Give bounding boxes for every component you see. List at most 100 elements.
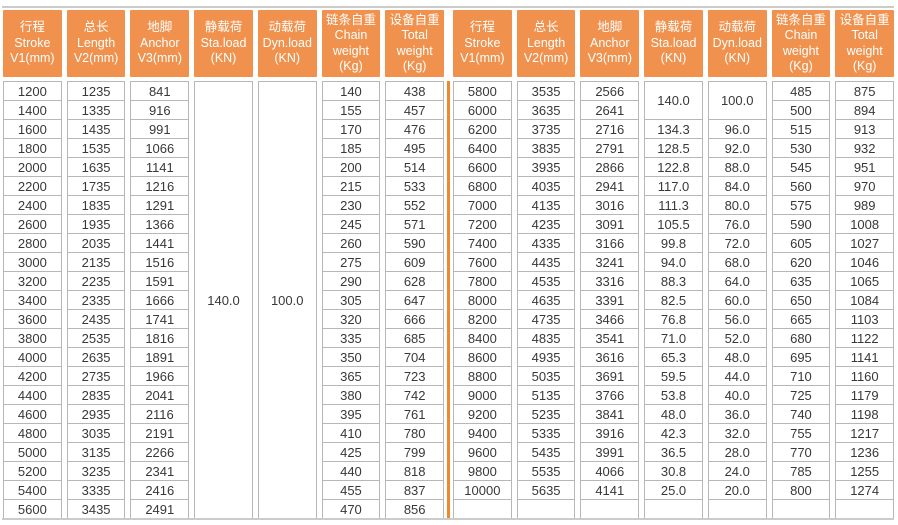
cell-length: 3935 bbox=[517, 157, 575, 176]
cell-chain_weight: 200 bbox=[322, 157, 380, 176]
cell-length: 2935 bbox=[67, 404, 125, 423]
cell-chain_weight: 350 bbox=[322, 347, 380, 366]
cell-total_weight: 1160 bbox=[836, 366, 894, 385]
header-label-line: Stroke bbox=[464, 35, 501, 50]
header-label-line: Total bbox=[851, 28, 878, 42]
cell-length: 2335 bbox=[67, 290, 125, 309]
cell-chain_weight: 290 bbox=[322, 271, 380, 290]
cell-chain_weight: 605 bbox=[772, 233, 830, 252]
cell-total_weight: 1008 bbox=[836, 214, 894, 233]
right-table: 行程 Stroke V1(mm) 总长 Length V2(mm) 地脚 Anchor V3(m… bbox=[453, 10, 895, 519]
cell-total_weight: 1065 bbox=[836, 271, 894, 290]
cell-chain_weight: 275 bbox=[322, 252, 380, 271]
header-label-line: 静载荷 bbox=[204, 20, 243, 35]
header-label-line: Length bbox=[76, 35, 116, 50]
cell-chain_weight: 155 bbox=[322, 100, 380, 119]
cell-anchor: 1816 bbox=[131, 328, 189, 347]
cell-chain_weight: 365 bbox=[322, 366, 380, 385]
header-label-line: (KN) bbox=[724, 51, 751, 66]
cell-sta_load: 36.5 bbox=[645, 442, 702, 461]
cell-dyn_load: 68.0 bbox=[708, 252, 766, 271]
column-header-length: 总长 Length V2(mm) bbox=[516, 10, 576, 77]
cell-chain_weight: 665 bbox=[772, 309, 830, 328]
cell-total_weight: 951 bbox=[836, 157, 894, 176]
column-chain_weight: 140 155 170 185 200 215 230 245 260 275 290 305 320 3… bbox=[321, 81, 381, 519]
cell-chain_weight: 530 bbox=[772, 138, 830, 157]
header-label-line: Sta.load bbox=[200, 35, 247, 50]
header-label-line: 动载荷 bbox=[268, 20, 306, 35]
cell-sta_load: 71.0 bbox=[645, 328, 702, 347]
header-label-line: Length bbox=[526, 35, 566, 50]
cell-total_weight: 1141 bbox=[836, 347, 894, 366]
column-header-chain_weight: 链条自重 Chain weight (Kg) bbox=[321, 10, 381, 77]
cell-chain_weight: 425 bbox=[322, 442, 380, 461]
cell-sta_load: 128.5 bbox=[645, 138, 702, 157]
cell-sta_load: 140.0 bbox=[657, 93, 690, 108]
column-anchor: 2566 2641 2716 2791 2866 2941 3016 3091 3166 3241… bbox=[580, 81, 640, 519]
cell-total_weight: 1217 bbox=[836, 423, 894, 442]
cell-total_weight: 590 bbox=[386, 233, 444, 252]
cell-stroke: 9000 bbox=[454, 385, 511, 404]
cell-length: 1835 bbox=[67, 195, 125, 214]
cell-total_weight: 837 bbox=[386, 480, 444, 499]
header-label-line: V3(mm) bbox=[587, 51, 633, 66]
cell-total_weight: 780 bbox=[386, 423, 444, 442]
cell-anchor: 1216 bbox=[131, 176, 189, 195]
cell-anchor: 1966 bbox=[131, 366, 189, 385]
cell-sta_load: 122.8 bbox=[645, 157, 702, 176]
cell-dyn_load: 40.0 bbox=[708, 385, 766, 404]
cell-dyn_load: 80.0 bbox=[708, 195, 766, 214]
cell-length: 1335 bbox=[67, 100, 125, 119]
cell-length: 2435 bbox=[67, 309, 125, 328]
cell-total_weight: 438 bbox=[403, 83, 426, 99]
cell-chain_weight: 680 bbox=[772, 328, 830, 347]
cell-dyn_load: 92.0 bbox=[708, 138, 766, 157]
cell-total_weight: 628 bbox=[386, 271, 444, 290]
cell-sta_load: 82.5 bbox=[645, 290, 702, 309]
cell-length: 1935 bbox=[67, 214, 125, 233]
cell-chain_weight: 695 bbox=[772, 347, 830, 366]
cell-stroke: 9600 bbox=[454, 442, 511, 461]
cell-dyn_load: 24.0 bbox=[708, 461, 766, 480]
cell-chain_weight: 485 bbox=[790, 83, 812, 99]
cell-length: 2735 bbox=[67, 366, 125, 385]
cell-sta_load: 42.3 bbox=[645, 423, 702, 442]
cell-length: 3635 bbox=[517, 100, 575, 119]
cell-chain_weight: 590 bbox=[772, 214, 830, 233]
cell-anchor: 3316 bbox=[581, 271, 639, 290]
header-label-line: 动载荷 bbox=[718, 20, 756, 35]
cell-length: 3535 bbox=[531, 83, 561, 99]
column-dyn_load: 100.0 96.0 92.0 88.0 84.0 80.0 76.0 72.0 68.0 64.… bbox=[707, 81, 767, 519]
cell-stroke: 2800 bbox=[4, 233, 61, 252]
cell-chain_weight: 770 bbox=[772, 442, 830, 461]
cell-chain_weight: 515 bbox=[772, 119, 830, 138]
cell-anchor: 1066 bbox=[131, 138, 189, 157]
cell-length: 5635 bbox=[517, 480, 575, 499]
cell-dyn_load: 84.0 bbox=[708, 176, 766, 195]
cell-total_weight: 932 bbox=[836, 138, 894, 157]
table-bottom-border bbox=[2, 518, 894, 520]
cell-anchor: 3016 bbox=[581, 195, 639, 214]
cell-stroke: 3400 bbox=[4, 290, 61, 309]
cell-stroke: 6200 bbox=[454, 119, 511, 138]
cell-length: 1535 bbox=[67, 138, 125, 157]
cell-anchor: 3691 bbox=[581, 366, 639, 385]
cell-stroke: 3800 bbox=[4, 328, 61, 347]
column-header-total_weight: 设备自重 Total weight (Kg) bbox=[385, 10, 445, 77]
cell-chain_weight: 635 bbox=[772, 271, 830, 290]
cell-stroke: 8600 bbox=[454, 347, 511, 366]
cell-chain_weight: 185 bbox=[322, 138, 380, 157]
header-label-line: 链条自重 bbox=[775, 12, 826, 27]
cell-total_weight: 856 bbox=[386, 499, 444, 518]
header-label-line: 地脚 bbox=[597, 20, 623, 35]
cell-total_weight: 970 bbox=[836, 176, 894, 195]
column-stroke: 1200 1400 1600 1800 2000 2200 2400 2600 2800 3000… bbox=[3, 81, 62, 519]
cell-total_weight: 571 bbox=[386, 214, 444, 233]
cell-total_weight: 609 bbox=[386, 252, 444, 271]
cell-length: 4335 bbox=[517, 233, 575, 252]
cell-length: 2535 bbox=[67, 328, 125, 347]
cell-length: 4835 bbox=[517, 328, 575, 347]
cell-total_weight: 495 bbox=[386, 138, 444, 157]
header-label-line: weight bbox=[846, 43, 883, 58]
cell-sta_load: 48.0 bbox=[645, 404, 702, 423]
